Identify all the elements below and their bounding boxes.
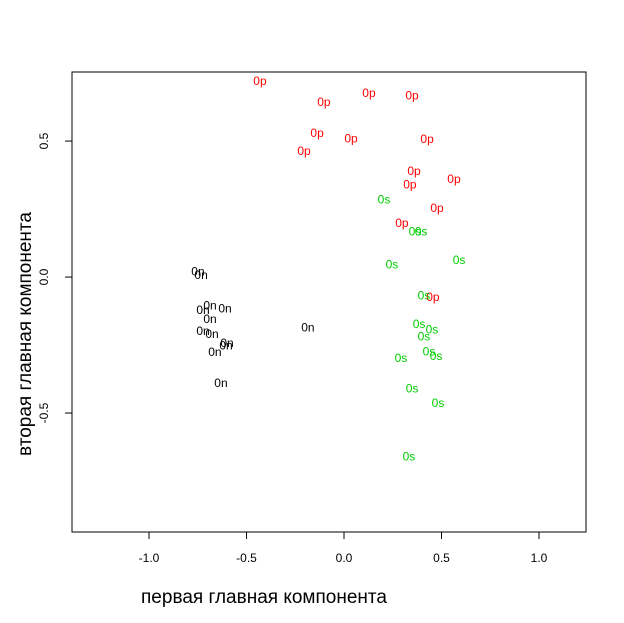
point-label: 0p — [253, 74, 267, 88]
x-tick-label: 0.5 — [433, 551, 450, 565]
x-tick-label: -1.0 — [139, 551, 160, 565]
point-label: 0n — [191, 264, 204, 278]
y-axis-label: вторая главная компонента — [15, 212, 36, 456]
point-label: 0p — [317, 95, 331, 109]
point-label: 0n — [205, 327, 218, 341]
point-label: 0s — [453, 253, 466, 267]
point-label: 0n — [301, 320, 314, 334]
point-label: 0p — [297, 144, 311, 158]
point-label: 0p — [447, 172, 461, 186]
point-label: 0n — [208, 345, 221, 359]
point-label: 0s — [415, 224, 428, 238]
point-label: 0s — [386, 257, 399, 271]
x-tick-label: 1.0 — [531, 551, 548, 565]
point-label: 0p — [407, 164, 421, 178]
x-tick-label: 0.0 — [336, 551, 353, 565]
point-label: 0s — [418, 288, 431, 302]
point-label: 0n — [196, 303, 209, 317]
point-label: 0s — [423, 344, 436, 358]
point-label: 0p — [420, 132, 434, 146]
plot-box — [71, 71, 587, 533]
x-tick-label: -0.5 — [236, 551, 257, 565]
point-label: 0s — [409, 224, 422, 238]
y-tick-label: -0.5 — [37, 402, 51, 423]
point-label: 0s — [395, 351, 408, 365]
point-label: 0p — [310, 126, 324, 140]
point-label: 0p — [362, 86, 376, 100]
point-label: 0n — [203, 298, 216, 312]
point-label: 0s — [406, 381, 419, 395]
point-label: 0p — [405, 88, 419, 102]
point-label: 0s — [413, 317, 426, 331]
point-label: 0s — [378, 192, 391, 206]
point-label: 0n — [196, 324, 209, 338]
point-label: 0n — [218, 301, 231, 315]
point-label: 0p — [403, 177, 417, 191]
point-label: 0n — [219, 338, 232, 352]
y-tick-label: 0.0 — [37, 268, 51, 285]
x-axis-label: первая главная компонента — [141, 587, 387, 608]
point-label: 0n — [214, 376, 227, 390]
point-label: 0p — [395, 216, 409, 230]
point-label: 0s — [426, 322, 439, 336]
point-label: 0p — [426, 290, 440, 304]
point-label: 0n — [203, 312, 216, 326]
point-label: 0s — [403, 449, 416, 463]
point-label: 0p — [344, 131, 358, 145]
point-label: 0s — [418, 329, 431, 343]
y-tick-label: 0.5 — [37, 132, 51, 149]
point-label: 0n — [194, 268, 207, 282]
point-label: 0n — [220, 336, 233, 350]
point-label: 0s — [430, 349, 443, 363]
point-label: 0p — [430, 201, 444, 215]
point-label: 0s — [432, 396, 445, 410]
